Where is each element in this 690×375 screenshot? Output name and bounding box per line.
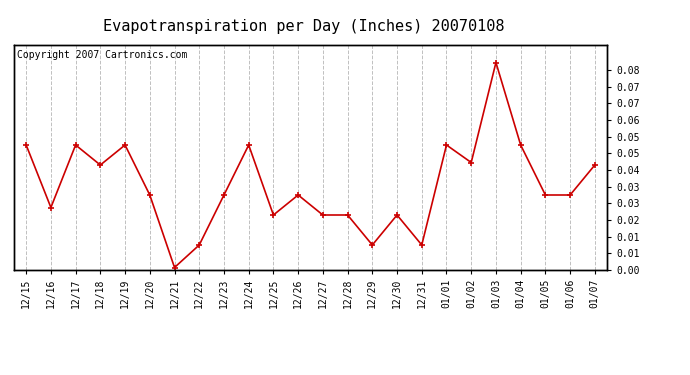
- Text: Evapotranspiration per Day (Inches) 20070108: Evapotranspiration per Day (Inches) 2007…: [103, 19, 504, 34]
- Text: Copyright 2007 Cartronics.com: Copyright 2007 Cartronics.com: [17, 50, 187, 60]
